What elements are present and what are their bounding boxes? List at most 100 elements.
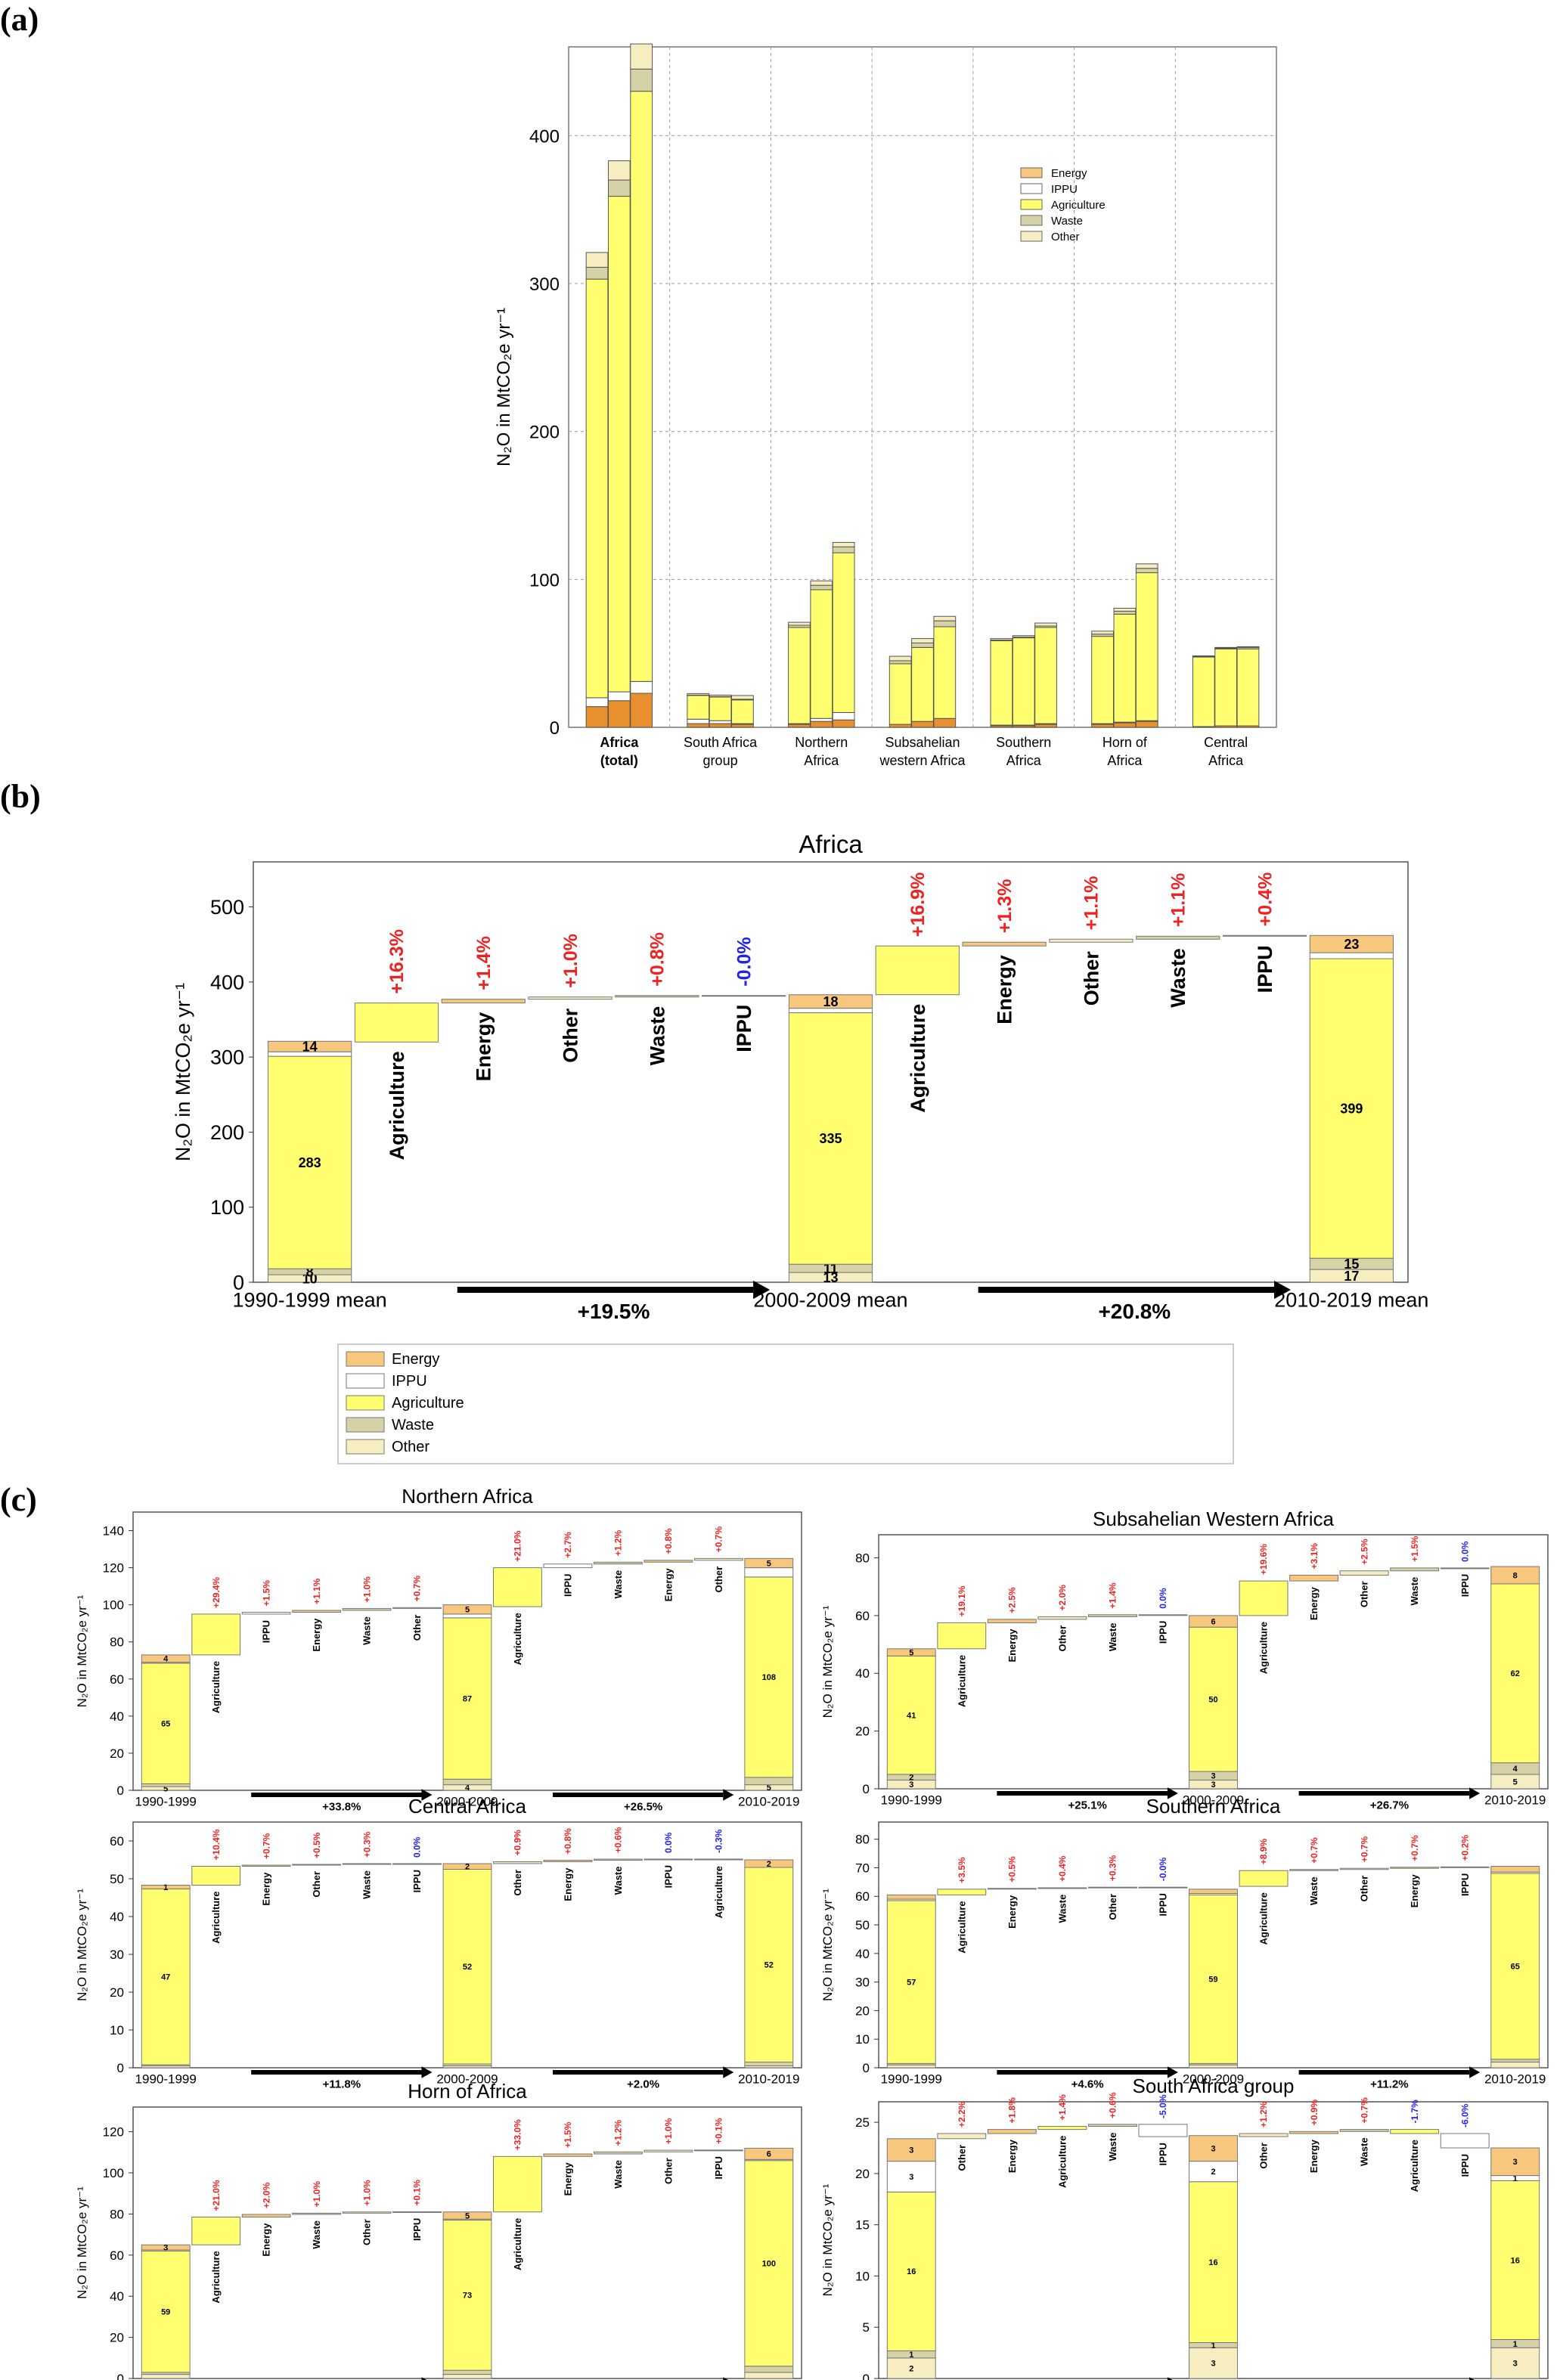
chart-title: Central Africa bbox=[408, 1795, 527, 1818]
y-tick-label: 30 bbox=[110, 1948, 124, 1962]
step-percent-label: +0.1% bbox=[412, 2180, 423, 2206]
panel-label-a: (a) bbox=[0, 1, 39, 38]
legend-swatch-other bbox=[1020, 231, 1043, 242]
period-bar-ippu bbox=[1189, 2161, 1238, 2183]
segment-value-label: 3 bbox=[1211, 2360, 1215, 2369]
y-tick-label: 60 bbox=[855, 1609, 870, 1623]
step-sector-label: Energy bbox=[473, 1012, 495, 1082]
step-percent-label: +2.5% bbox=[1007, 1587, 1018, 1613]
bar-segment-other bbox=[1135, 563, 1158, 569]
step-bar-ippu bbox=[693, 2149, 743, 2152]
period-bar-waste bbox=[744, 2366, 794, 2373]
step-bar-agriculture bbox=[354, 1003, 439, 1043]
legend-label-other: Other bbox=[392, 1439, 430, 1455]
step-sector-label: Energy bbox=[311, 1618, 322, 1652]
segment-value-label: 1 bbox=[1513, 2174, 1518, 2183]
step-percent-label: +3.5% bbox=[957, 1857, 967, 1883]
step-sector-label: IPPU bbox=[1459, 2154, 1471, 2177]
bar-segment-agriculture bbox=[1192, 656, 1215, 727]
step-percent-label: +1.5% bbox=[261, 1580, 271, 1607]
step-sector-label: Energy bbox=[1308, 1586, 1320, 1620]
legend-label-waste: Waste bbox=[392, 1417, 434, 1433]
step-sector-label: Agriculture bbox=[713, 1866, 724, 1918]
bar-segment-waste bbox=[630, 68, 653, 92]
step-percent-label: +2.7% bbox=[563, 1532, 573, 1558]
period-label: 2000-2009 bbox=[1183, 2072, 1244, 2086]
step-sector-label: Agriculture bbox=[512, 2218, 523, 2270]
y-tick-label: 60 bbox=[855, 1889, 870, 1904]
step-sector-label: Agriculture bbox=[210, 2251, 222, 2303]
period-bar-energy bbox=[141, 1654, 191, 1663]
y-axis-label: N₂O in MtCO₂e yr⁻¹ bbox=[75, 2186, 89, 2299]
step-sector-label: Other bbox=[956, 2145, 967, 2171]
y-tick-label: 25 bbox=[855, 2115, 870, 2130]
step-percent-label: -6.0% bbox=[1459, 2103, 1470, 2127]
period-bar-agriculture bbox=[141, 1663, 191, 1784]
step-bar-other bbox=[1339, 1867, 1389, 1870]
bar-segment-energy bbox=[607, 700, 631, 728]
period-label: 1990-1999 bbox=[135, 2072, 197, 2086]
step-bar-ippu bbox=[1440, 2133, 1490, 2149]
step-bar-agriculture bbox=[875, 945, 960, 996]
bar-segment-energy bbox=[1113, 722, 1137, 728]
segment-value-label: 16 bbox=[1208, 2258, 1217, 2267]
bar-segment-agriculture bbox=[1214, 648, 1238, 727]
bar-segment-other bbox=[1113, 608, 1137, 612]
period-change-arrowhead bbox=[1167, 2377, 1173, 2380]
chart-c2: Subsahelian Western Africa 0 20 40 60 80 N₂O i… bbox=[820, 1508, 1549, 1811]
y-tick-label: 300 bbox=[529, 274, 560, 295]
step-percent-label: -0.0% bbox=[733, 937, 755, 986]
legend-label-ippu: IPPU bbox=[392, 1373, 427, 1390]
bar-segment-agriculture bbox=[810, 589, 833, 719]
step-percent-label: +1.0% bbox=[361, 2180, 372, 2206]
legend-label-energy: Energy bbox=[1051, 167, 1087, 180]
chart-c6: South Africa group 0 5 10 15 20 25 N₂O in MtCO₂… bbox=[820, 2075, 1549, 2380]
step-sector-label: Other bbox=[411, 1615, 423, 1641]
step-bar-agriculture bbox=[191, 2217, 241, 2245]
y-tick-label: 500 bbox=[210, 896, 244, 919]
y-tick-label: 40 bbox=[110, 1910, 124, 1924]
step-bar-other bbox=[1049, 938, 1133, 943]
step-percent-label: +0.7% bbox=[1409, 1835, 1420, 1861]
legend-swatch-waste bbox=[346, 1417, 385, 1433]
period-bar-agriculture bbox=[744, 1576, 794, 1778]
bar-segment-waste bbox=[911, 642, 934, 648]
step-sector-label: IPPU bbox=[562, 1574, 573, 1597]
step-sector-label: Energy bbox=[261, 2223, 272, 2257]
step-percent-label: +0.3% bbox=[1108, 1855, 1118, 1881]
step-percent-label: +1.4% bbox=[1057, 2094, 1068, 2121]
step-bar-other bbox=[1087, 1886, 1137, 1889]
legend-label-energy: Energy bbox=[392, 1351, 439, 1368]
period-bar-agriculture bbox=[442, 1869, 492, 2065]
period-change-arrowhead bbox=[1167, 2066, 1178, 2078]
step-percent-label: +0.7% bbox=[714, 1526, 724, 1553]
x-tick-label: Africa bbox=[1107, 753, 1143, 768]
segment-value-label: 18 bbox=[823, 994, 838, 1009]
segment-value-label: 23 bbox=[1344, 937, 1359, 952]
panel-label-c: (c) bbox=[0, 1481, 37, 1518]
bar-segment-agriculture bbox=[990, 640, 1013, 726]
period-change-arrowhead bbox=[421, 2377, 427, 2380]
y-tick-label: 100 bbox=[529, 570, 560, 590]
step-sector-label: Agriculture bbox=[956, 1655, 967, 1707]
bar-segment-other bbox=[1236, 646, 1260, 648]
step-percent-label: +1.0% bbox=[361, 1576, 372, 1603]
step-sector-label: Other bbox=[1107, 1894, 1118, 1920]
period-bar-agriculture bbox=[744, 2160, 794, 2367]
y-tick-label: 80 bbox=[855, 1551, 870, 1565]
period-change-arrowhead bbox=[1167, 1787, 1178, 1799]
period-bar-agriculture bbox=[886, 1900, 936, 2064]
segment-value-label: 15 bbox=[1344, 1257, 1359, 1272]
period-label: 1990-1999 mean bbox=[233, 1288, 387, 1311]
period-bar-energy bbox=[1490, 1566, 1540, 1585]
bar-segment-energy bbox=[810, 721, 833, 728]
bar-segment-agriculture bbox=[607, 196, 631, 693]
bar-segment-energy bbox=[687, 723, 710, 728]
bar-segment-energy bbox=[933, 717, 957, 728]
step-sector-label: Other bbox=[1258, 2143, 1270, 2169]
step-sector-label: Waste bbox=[311, 2220, 322, 2249]
segment-value-label: 1 bbox=[1513, 2340, 1518, 2349]
period-bar-agriculture bbox=[141, 1889, 191, 2065]
step-bar-other bbox=[528, 996, 612, 1000]
step-percent-label: +21.0% bbox=[211, 2180, 222, 2211]
